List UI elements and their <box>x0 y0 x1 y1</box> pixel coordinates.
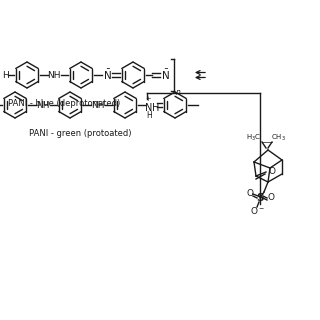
Text: H: H <box>146 110 152 119</box>
Text: $\rm\bar{N}$: $\rm\bar{N}$ <box>103 68 111 82</box>
Text: NH: NH <box>47 70 61 79</box>
Text: O: O <box>268 193 275 202</box>
Text: PANI - green (protoated): PANI - green (protoated) <box>29 129 131 138</box>
Text: NH: NH <box>91 100 105 109</box>
Text: NH: NH <box>36 100 50 109</box>
Text: S: S <box>256 193 264 203</box>
Text: PANI - blue (deprotonated): PANI - blue (deprotonated) <box>8 99 120 108</box>
Text: $\rm \overset{+}{N}H$: $\rm \overset{+}{N}H$ <box>144 96 160 114</box>
Text: H$_3$C: H$_3$C <box>246 133 261 143</box>
Text: O: O <box>268 166 276 175</box>
Text: H: H <box>2 70 8 79</box>
Text: n: n <box>176 88 181 97</box>
Text: O$^-$: O$^-$ <box>251 205 266 217</box>
Text: $\rm\bar{N}$: $\rm\bar{N}$ <box>161 68 169 82</box>
Text: O: O <box>246 188 253 197</box>
Text: CH$_3$: CH$_3$ <box>270 133 285 143</box>
